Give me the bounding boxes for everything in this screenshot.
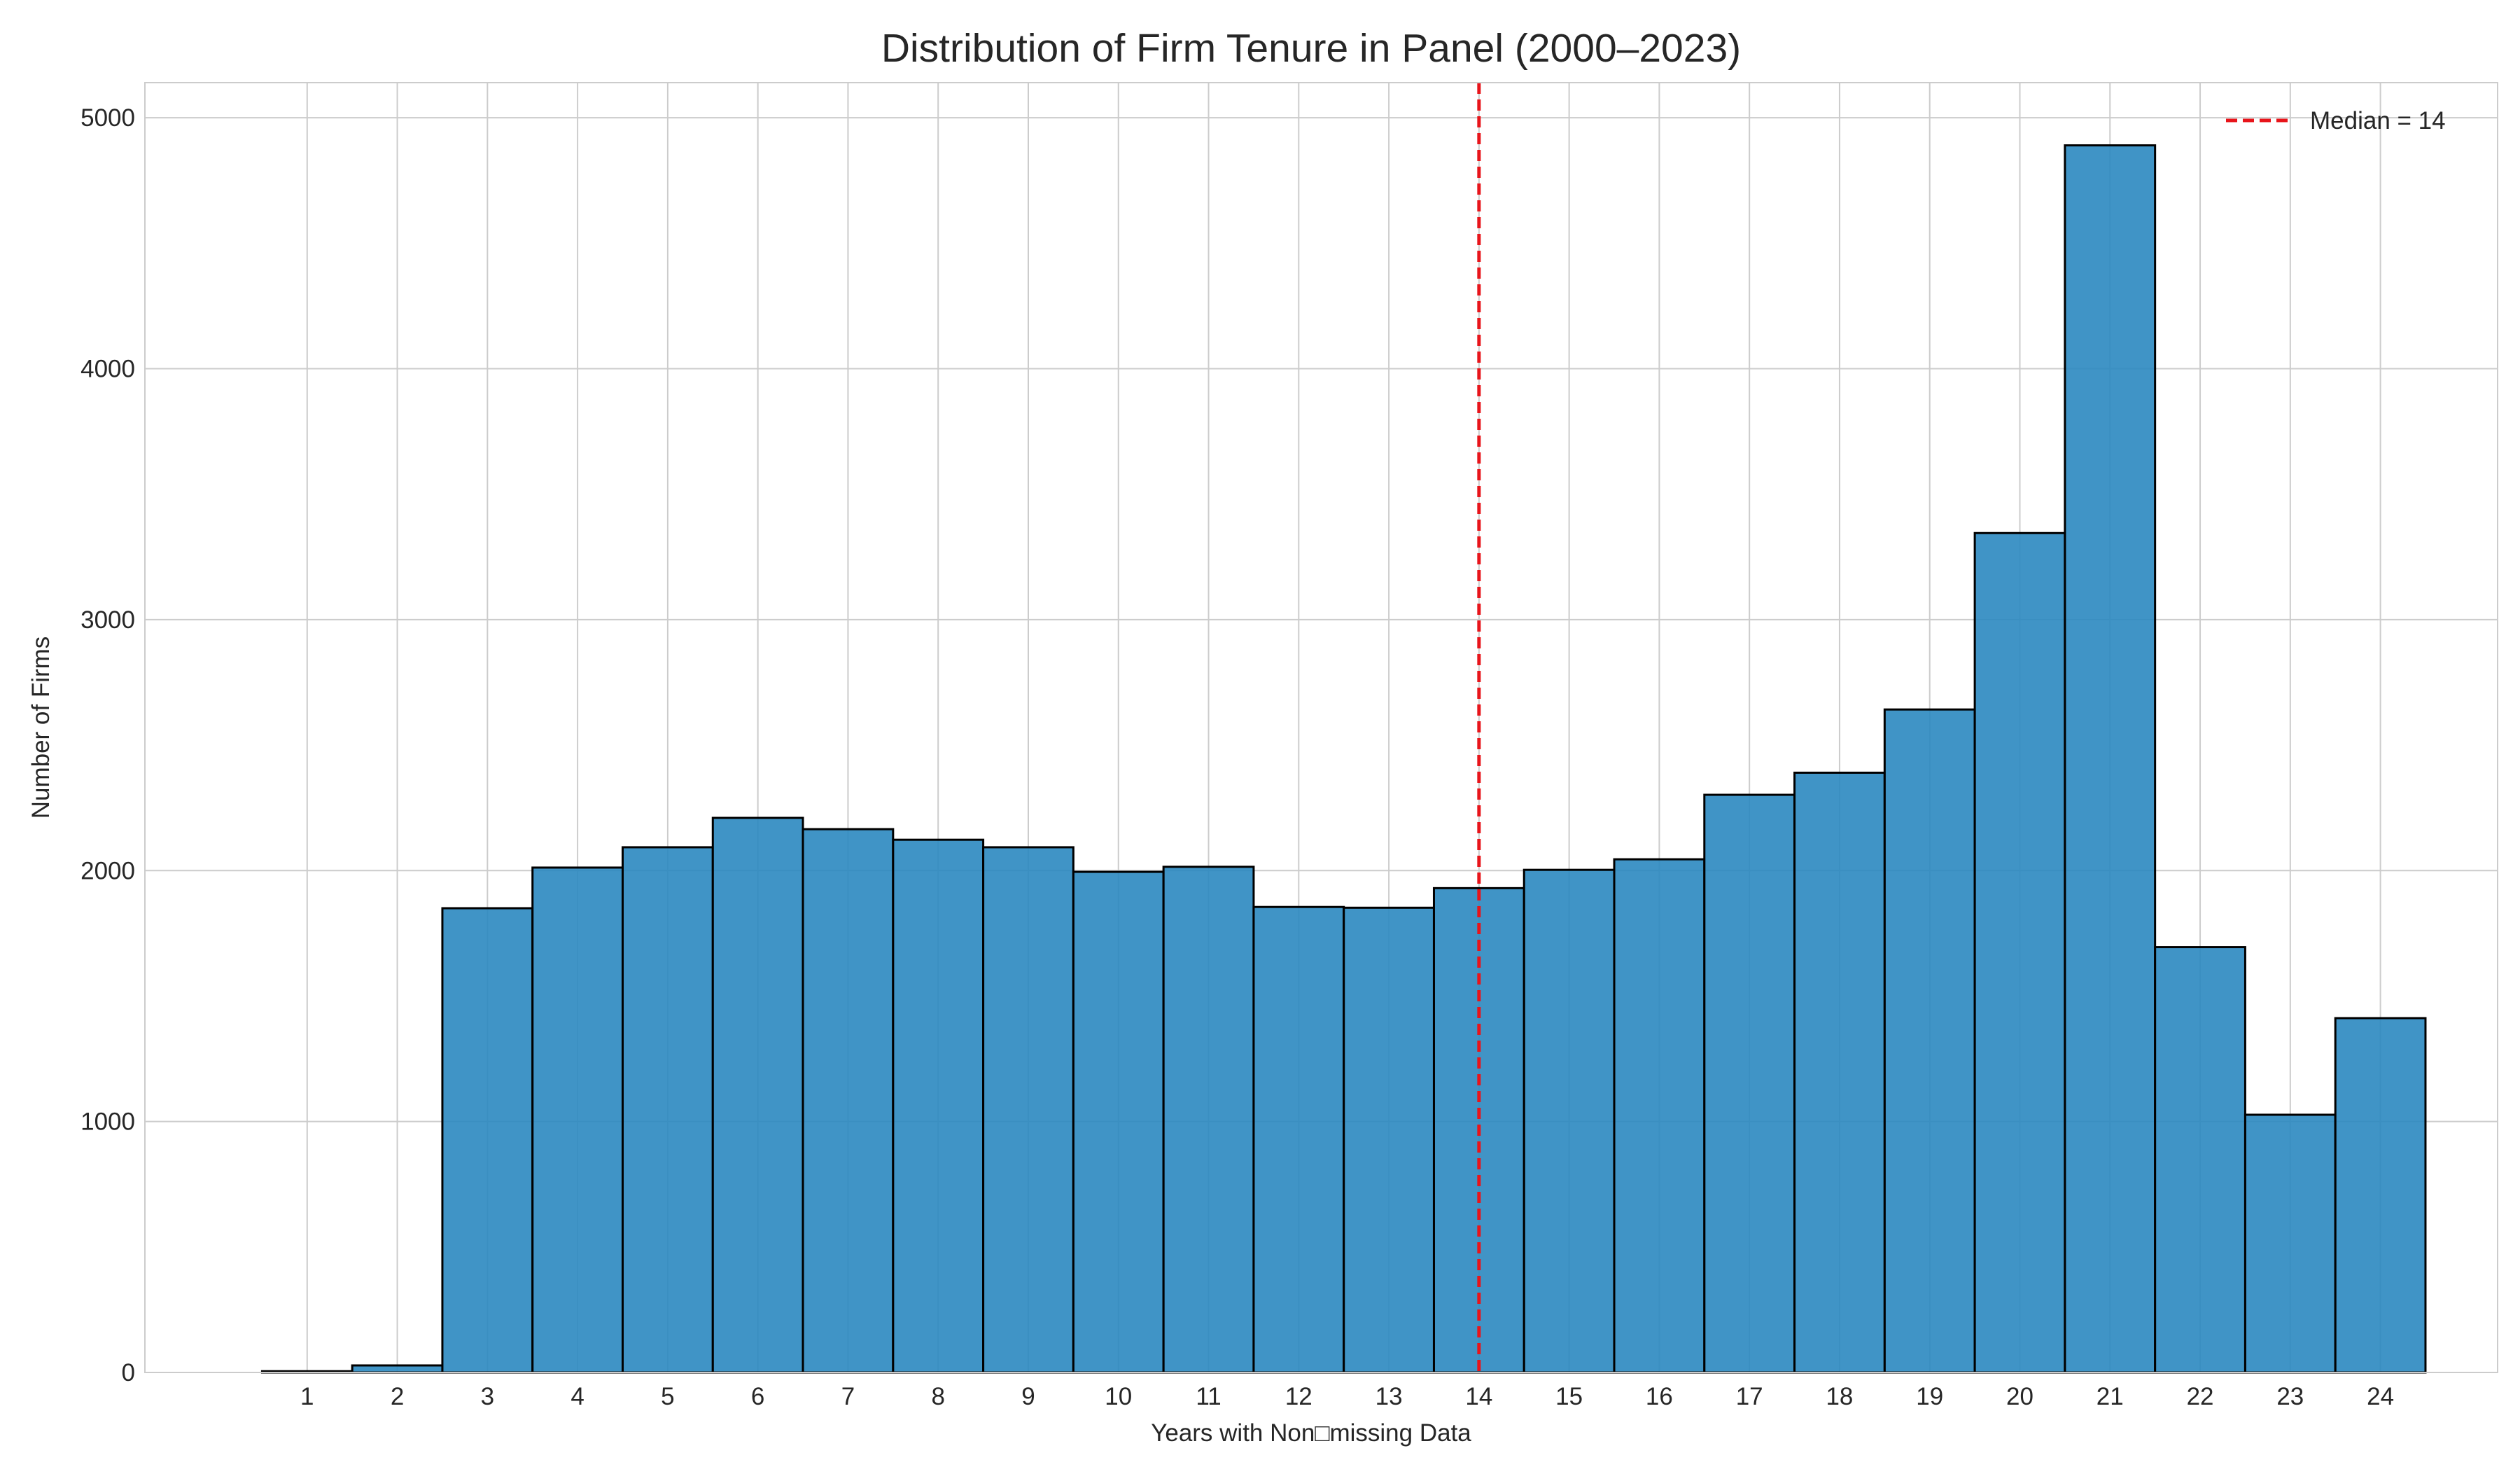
bar-21	[2064, 144, 2157, 1374]
bar-4	[531, 866, 624, 1374]
bar-10	[1072, 870, 1165, 1374]
x-tick-label: 21	[2096, 1383, 2124, 1410]
x-tick-label: 1	[300, 1383, 314, 1410]
bar-6	[711, 816, 804, 1374]
x-tick-label: 17	[1736, 1383, 1763, 1410]
x-tick-label: 8	[931, 1383, 944, 1410]
x-tick-label: 4	[570, 1383, 584, 1410]
bar-19	[1883, 708, 1976, 1374]
bar-2	[351, 1364, 444, 1374]
bar-17	[1703, 793, 1796, 1374]
x-tick-label: 22	[2187, 1383, 2214, 1410]
bar-20	[1973, 531, 2066, 1374]
bars	[260, 144, 2427, 1374]
y-tick-label: 3000	[80, 606, 135, 634]
x-tick-label: 20	[2006, 1383, 2033, 1410]
bar-5	[622, 846, 714, 1374]
bar-11	[1162, 865, 1255, 1374]
x-tick-label: 14	[1465, 1383, 1492, 1410]
y-axis-label: Number of Firms	[27, 637, 55, 819]
bar-12	[1252, 905, 1345, 1374]
x-tick-label: 19	[1916, 1383, 1943, 1410]
bar-15	[1522, 868, 1616, 1374]
x-tick-label: 7	[841, 1383, 855, 1410]
y-tick-label: 1000	[80, 1108, 135, 1136]
plot-frame	[144, 82, 2498, 1373]
x-tick-label: 3	[481, 1383, 494, 1410]
bar-9	[982, 846, 1074, 1374]
bar-3	[441, 907, 534, 1374]
y-tick-label: 5000	[80, 104, 135, 132]
bar-18	[1793, 772, 1886, 1374]
x-tick-label: 12	[1285, 1383, 1312, 1410]
y-tick-labels: 0 1000 2000 3000 4000 5000	[80, 104, 135, 1386]
bar-23	[2244, 1113, 2337, 1374]
bar-8	[892, 838, 985, 1374]
x-tick-label: 6	[751, 1383, 764, 1410]
x-tick-label: 24	[2367, 1383, 2394, 1410]
y-tick-label: 0	[122, 1359, 135, 1386]
legend-median-label: Median = 14	[2310, 107, 2446, 134]
x-tick-label: 11	[1196, 1383, 1221, 1410]
x-tick-label: 18	[1826, 1383, 1853, 1410]
bar-22	[2154, 946, 2246, 1374]
x-axis-label: Years with Non□missing Data	[1151, 1419, 1471, 1447]
x-tick-label: 9	[1021, 1383, 1035, 1410]
legend: Median = 14	[2226, 107, 2446, 134]
bar-16	[1613, 858, 1706, 1374]
x-tick-label: 5	[661, 1383, 674, 1410]
x-tick-label: 10	[1105, 1383, 1132, 1410]
x-tick-labels: 1 2 3 4 5 6 7 8 9 10 11 12 13 14 15 16 17 18 19 20 21 22 23 24	[300, 1383, 2394, 1410]
bar-7	[802, 828, 895, 1374]
x-tick-label: 13	[1376, 1383, 1403, 1410]
chart-title: Distribution of Firm Tenure in Panel (20…	[881, 26, 1741, 71]
y-tick-label: 2000	[80, 857, 135, 884]
x-tick-label: 16	[1646, 1383, 1673, 1410]
bar-24	[2334, 1017, 2427, 1374]
x-tick-label: 2	[391, 1383, 404, 1410]
y-tick-label: 4000	[80, 356, 135, 383]
x-tick-label: 15	[1555, 1383, 1583, 1410]
bar-13	[1343, 906, 1435, 1374]
x-tick-label: 23	[2276, 1383, 2304, 1410]
